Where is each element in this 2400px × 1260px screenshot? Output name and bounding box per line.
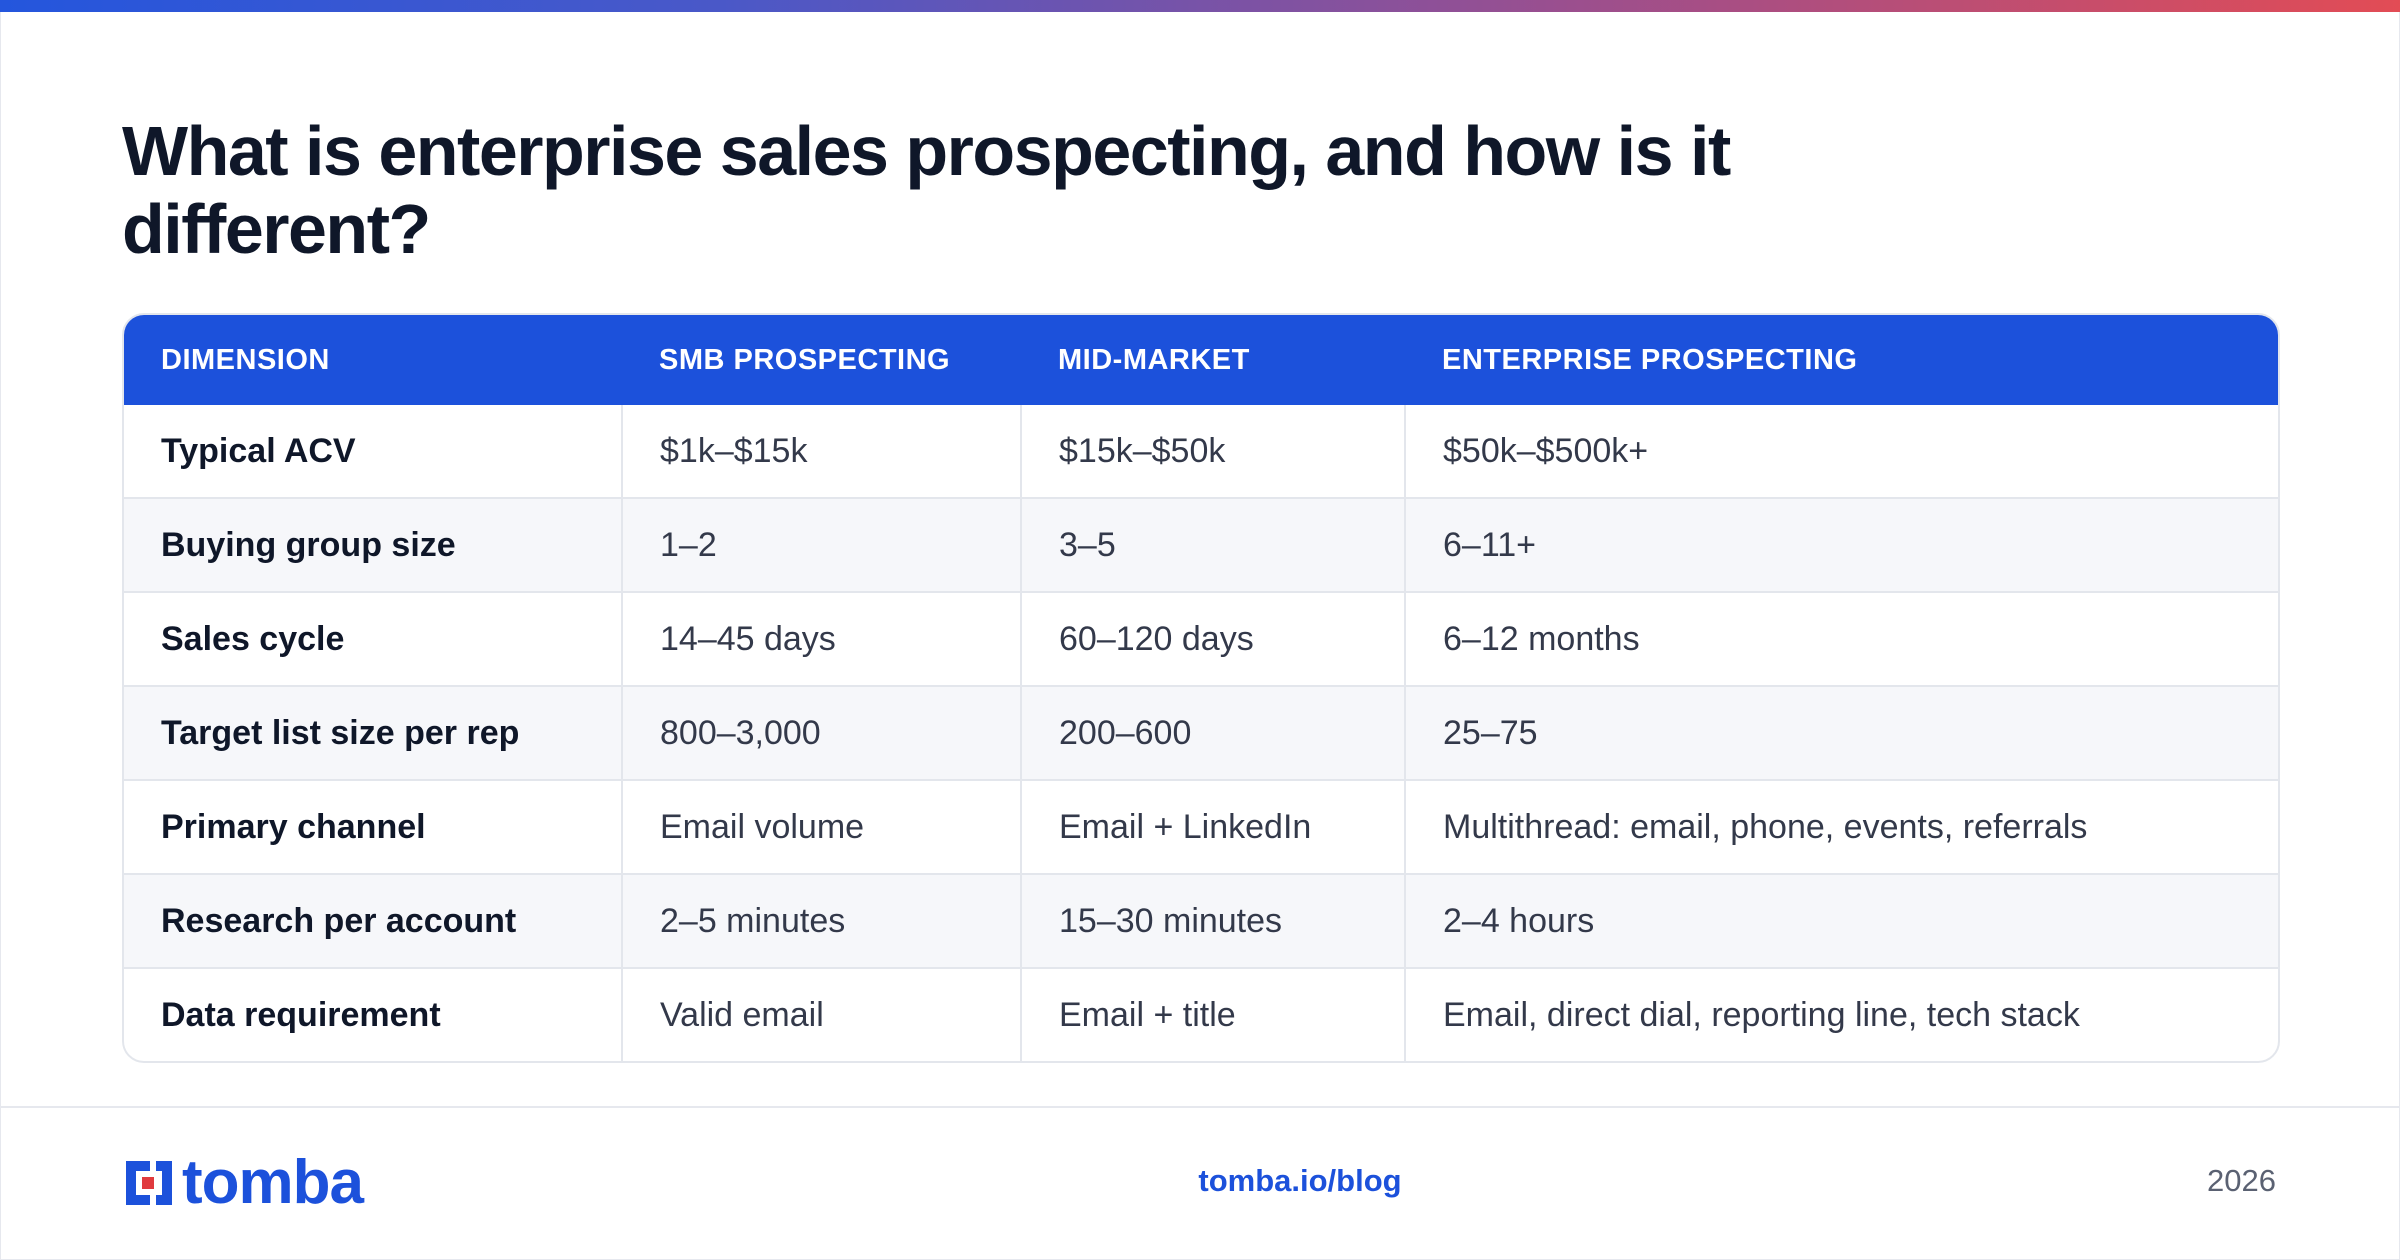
cell-mid-market: 3–5 <box>1020 497 1405 592</box>
tomba-logo: tomba <box>122 1148 364 1217</box>
cell-mid-market: Email + title <box>1020 967 1405 1061</box>
top-gradient-bar <box>0 0 2400 12</box>
table-row: Buying group size 1–2 3–5 6–11+ <box>124 497 2278 592</box>
footer-year: 2026 <box>2207 1163 2276 1198</box>
cell-enterprise: 6–12 months <box>1404 591 2278 686</box>
header-smb: SMB PROSPECTING <box>622 315 1021 405</box>
table-header-row: DIMENSION SMB PROSPECTING MID-MARKET ENT… <box>124 315 2278 405</box>
cell-smb: Email volume <box>621 779 1021 874</box>
header-dimension: DIMENSION <box>124 315 622 405</box>
cell-smb: 14–45 days <box>621 591 1021 686</box>
blog-link[interactable]: tomba.io/blog <box>1198 1163 1402 1198</box>
cell-enterprise: Multithread: email, phone, events, refer… <box>1404 779 2278 874</box>
comparison-table: DIMENSION SMB PROSPECTING MID-MARKET ENT… <box>122 313 2280 1063</box>
page-title: What is enterprise sales prospecting, an… <box>122 112 1731 268</box>
row-label: Data requirement <box>124 967 622 1061</box>
cell-enterprise: Email, direct dial, reporting line, tech… <box>1404 967 2278 1061</box>
header-mid-market: MID-MARKET <box>1021 315 1405 405</box>
cell-mid-market: Email + LinkedIn <box>1020 779 1405 874</box>
cell-mid-market: $15k–$50k <box>1020 405 1405 498</box>
logo-wordmark: tomba <box>182 1148 364 1217</box>
cell-mid-market: 15–30 minutes <box>1020 873 1405 968</box>
table-row: Typical ACV $1k–$15k $15k–$50k $50k–$500… <box>124 405 2278 498</box>
row-label: Target list size per rep <box>124 685 622 780</box>
cell-enterprise: 6–11+ <box>1404 497 2278 592</box>
cell-mid-market: 60–120 days <box>1020 591 1405 686</box>
cell-smb: 800–3,000 <box>621 685 1021 780</box>
cell-smb: 2–5 minutes <box>621 873 1021 968</box>
row-label: Primary channel <box>124 779 622 874</box>
table-row: Primary channel Email volume Email + Lin… <box>124 779 2278 874</box>
cell-enterprise: 2–4 hours <box>1404 873 2278 968</box>
row-label: Typical ACV <box>161 431 356 470</box>
cell-enterprise: $50k–$500k+ <box>1404 405 2278 498</box>
table-row: Research per account 2–5 minutes 15–30 m… <box>124 873 2278 968</box>
table-row: Target list size per rep 800–3,000 200–6… <box>124 685 2278 780</box>
cell-enterprise: 25–75 <box>1404 685 2278 780</box>
cell-smb: Valid email <box>621 967 1021 1061</box>
row-label: Buying group size <box>124 497 622 592</box>
table-row: Data requirement Valid email Email + tit… <box>124 967 2278 1061</box>
cell-mid-market: 200–600 <box>1020 685 1405 780</box>
row-label: Sales cycle <box>124 591 622 686</box>
table-row: Sales cycle 14–45 days 60–120 days 6–12 … <box>124 591 2278 686</box>
cell-smb: $1k–$15k <box>621 405 1021 498</box>
tomba-logo-mark-icon <box>126 1161 172 1205</box>
header-enterprise: ENTERPRISE PROSPECTING <box>1405 315 2278 405</box>
footer-divider <box>0 1106 2400 1108</box>
cell-smb: 1–2 <box>621 497 1021 592</box>
row-label: Research per account <box>124 873 622 968</box>
